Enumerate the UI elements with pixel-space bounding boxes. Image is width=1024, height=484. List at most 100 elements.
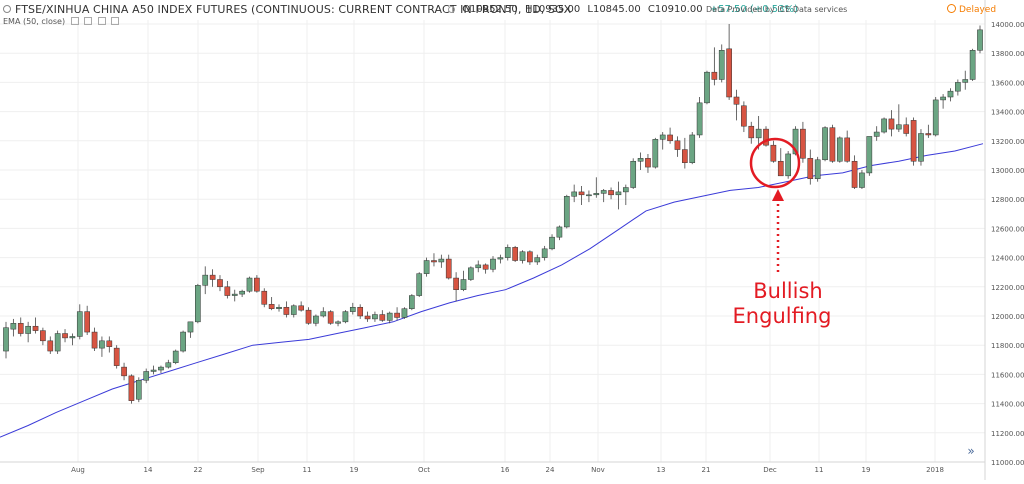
candle-body <box>578 191 585 196</box>
candle <box>460 270 467 292</box>
candle-body <box>763 128 769 146</box>
candle-body <box>504 247 511 258</box>
candle-body <box>955 82 961 92</box>
candle-body <box>777 160 784 177</box>
y-tick-label: 11600.00 <box>991 371 1024 379</box>
ohlc-readout: O10852.50 H10935.00 L10845.00 C10910.00 … <box>448 4 802 15</box>
candle-body <box>172 350 179 363</box>
candle <box>409 294 415 311</box>
candle <box>349 302 356 315</box>
candle <box>453 272 459 302</box>
x-tick-label: Sep <box>251 466 265 474</box>
candle-body <box>84 311 90 333</box>
x-tick-label: 22 <box>194 466 203 474</box>
candle-body <box>379 314 386 321</box>
candle-body <box>873 131 880 137</box>
candle <box>829 124 836 163</box>
candle <box>534 254 541 265</box>
eye-icon[interactable] <box>70 17 79 25</box>
x-tick-label: 13 <box>657 466 666 474</box>
scroll-to-realtime-button[interactable]: » <box>967 444 975 458</box>
visibility-icon[interactable] <box>448 6 455 13</box>
clock-icon <box>947 4 956 13</box>
candle-body <box>615 191 622 196</box>
candle <box>903 117 910 137</box>
candle <box>836 136 843 163</box>
candle <box>106 336 113 353</box>
change-value: +57.50 (+0.53%) <box>709 4 798 15</box>
candle-body <box>755 128 762 139</box>
candle-body <box>814 159 821 180</box>
candle <box>785 151 791 179</box>
candle <box>563 194 570 229</box>
candle-body <box>239 290 245 295</box>
candle-body <box>187 321 194 333</box>
candle <box>32 317 39 334</box>
candle <box>659 132 666 150</box>
x-tick-label: 24 <box>546 466 555 474</box>
candle-body <box>541 248 548 258</box>
close-icon[interactable] <box>97 17 106 25</box>
delayed-badge[interactable]: Delayed <box>947 4 996 15</box>
candle-body <box>667 134 673 142</box>
low-value: L10845.00 <box>587 4 641 15</box>
candle <box>733 89 740 121</box>
candle-body <box>76 311 83 337</box>
candle <box>25 321 31 343</box>
candle <box>76 304 83 340</box>
candle-body <box>593 193 600 196</box>
candle-body <box>881 118 887 133</box>
candle <box>866 136 873 176</box>
candle-body <box>630 160 637 188</box>
candle-body <box>645 158 651 168</box>
candle-body <box>305 309 312 324</box>
candle-body <box>689 134 696 163</box>
candle <box>888 110 895 137</box>
candle <box>571 184 577 203</box>
candle <box>445 254 452 280</box>
candle-body <box>283 306 290 315</box>
candle <box>231 289 238 302</box>
candle <box>947 88 954 102</box>
candle-body <box>711 71 718 80</box>
y-tick-label: 12400.00 <box>991 255 1024 263</box>
candle-body <box>202 274 209 286</box>
candle-body <box>268 304 275 309</box>
y-tick-label: 11400.00 <box>991 401 1024 409</box>
candle <box>261 288 268 308</box>
candle-body <box>910 120 917 162</box>
collapse-icon[interactable] <box>3 5 11 13</box>
x-tick-label: 19 <box>862 466 871 474</box>
candle-body <box>519 251 526 261</box>
candle-body <box>482 264 489 270</box>
candle <box>504 244 511 261</box>
candle-body <box>866 136 873 174</box>
candle-body <box>364 315 371 320</box>
candle <box>814 156 821 182</box>
candle <box>335 320 341 327</box>
candle <box>549 234 555 251</box>
candle-body <box>652 139 659 168</box>
candle-body <box>32 325 39 331</box>
candle <box>431 253 437 267</box>
candle <box>423 257 430 277</box>
candle-body <box>748 125 755 139</box>
candle-body <box>158 366 164 371</box>
candle <box>69 333 76 346</box>
settings-icon[interactable] <box>84 17 93 25</box>
y-tick-label: 11000.00 <box>991 459 1024 467</box>
x-tick-label: 19 <box>350 466 359 474</box>
candle-body <box>674 140 681 150</box>
ema-legend[interactable]: EMA (50, close) <box>3 17 120 26</box>
ema-line <box>0 143 984 438</box>
more-icon[interactable] <box>111 17 120 25</box>
candle-body <box>918 133 924 162</box>
candle <box>674 136 681 157</box>
x-tick-label: Aug <box>71 466 85 474</box>
candle-body <box>431 260 437 263</box>
candle <box>482 263 489 274</box>
candle <box>394 307 400 321</box>
candle <box>586 190 592 203</box>
